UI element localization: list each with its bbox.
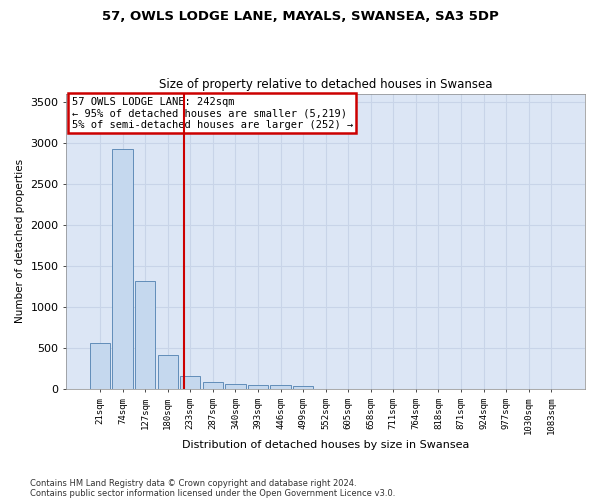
Bar (293, 386, 313, 389)
X-axis label: Distribution of detached houses by size in Swansea: Distribution of detached houses by size … (182, 440, 469, 450)
Bar (180, 376, 200, 389)
Title: Size of property relative to detached houses in Swansea: Size of property relative to detached ho… (159, 78, 493, 91)
Text: 57 OWLS LODGE LANE: 242sqm
← 95% of detached houses are smaller (5,219)
5% of se: 57 OWLS LODGE LANE: 242sqm ← 95% of deta… (71, 96, 353, 130)
Text: 57, OWLS LODGE LANE, MAYALS, SWANSEA, SA3 5DP: 57, OWLS LODGE LANE, MAYALS, SWANSEA, SA… (101, 10, 499, 23)
Bar (248, 385, 268, 389)
Text: Contains public sector information licensed under the Open Government Licence v3: Contains public sector information licen… (30, 488, 395, 498)
Y-axis label: Number of detached properties: Number of detached properties (15, 160, 25, 324)
Bar (90, 343, 110, 389)
Bar (135, 281, 155, 389)
Text: Contains HM Land Registry data © Crown copyright and database right 2024.: Contains HM Land Registry data © Crown c… (30, 478, 356, 488)
Bar (271, 386, 290, 389)
Bar (203, 382, 223, 389)
Bar (225, 384, 245, 389)
Bar (158, 355, 178, 389)
Bar (112, 150, 133, 389)
